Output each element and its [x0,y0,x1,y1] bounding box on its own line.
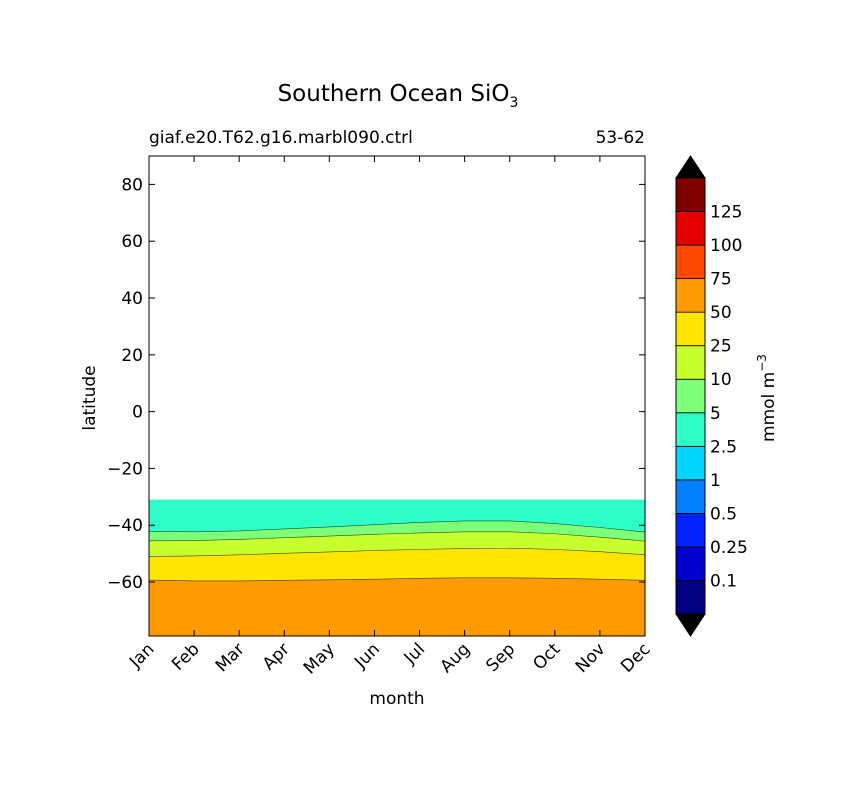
plot-frame [148,155,646,637]
contour-line [148,547,646,557]
chart-title-subscript: 3 [510,95,519,111]
colorbar-tick-label: 1 [710,471,721,491]
contour-band [149,577,645,636]
chart-title-text: Southern Ocean SiO [278,81,510,107]
colorbar-segment [675,177,706,212]
x-tick-label: Nov [572,639,610,677]
colorbar-segment [675,311,706,347]
colorbar-tick-label: 75 [710,270,732,290]
y-axis: 80 60 40 20 0 −20 −40 −60 [107,175,645,593]
colorbar-segment [675,278,706,313]
colorbar-tick-label: 125 [710,203,742,223]
plot-area [148,155,646,637]
colorbar-segment [675,211,706,246]
x-tick-label: May [300,639,339,678]
y-tick-label: 0 [132,403,143,423]
colorbar-extend-high [675,155,706,179]
y-tick-label: 80 [121,175,143,195]
x-tick-label: Jun [350,639,384,673]
x-tick-label: Jul [400,639,429,668]
colorbar-segment [675,512,706,548]
x-tick-label: Oct [529,639,564,674]
colorbar-tick-label: 0.25 [710,538,748,558]
colorbar-tick-label: 0.5 [710,504,737,524]
colorbar-tick-label: 5 [710,404,721,424]
colorbar: 0.1 0.25 0.5 1 2.5 5 10 25 50 75 100 125 [675,155,748,637]
colorbar-segment [675,580,706,615]
chart-title: Southern Ocean SiO3 [278,81,519,111]
year-range-subtitle: 53-62 [596,128,645,148]
y-tick-label: 20 [121,346,143,366]
colorbar-frame [675,177,706,615]
colorbar-segment [675,546,706,581]
contour-line [148,531,646,542]
x-tick-label: Mar [212,639,249,676]
colorbar-segment [675,479,706,514]
colorbar-tick-label: 0.1 [710,571,737,591]
x-tick-label: Dec [617,639,654,676]
colorbar-segment [675,412,706,447]
y-tick-label: −20 [107,459,143,479]
x-axis-label: month [369,689,424,709]
x-tick-label: Jan [125,639,158,672]
colorbar-tick-label: 100 [710,236,742,256]
colorbar-segment [675,445,706,481]
colorbar-extend-low [675,613,706,637]
colorbar-label: mmol m−3 [755,354,779,442]
contour-line [148,520,646,533]
colorbar-label-superscript: −3 [755,354,769,372]
colorbar-label-text: mmol m [759,372,779,442]
y-tick-label: −60 [107,573,143,593]
y-tick-label: −40 [107,516,143,536]
colorbar-segment [675,378,706,414]
colorbar-tick-label: 10 [710,370,732,390]
x-tick-label: Apr [259,639,294,674]
y-axis-label: latitude [80,365,100,430]
run-name-subtitle: giaf.e20.T62.g16.marbl090.ctrl [149,128,413,148]
x-tick-label: Aug [437,639,475,677]
colorbar-tick-label: 25 [710,337,732,357]
colorbar-tick-label: 50 [710,303,732,323]
x-tick-label: Sep [482,639,519,676]
contour-line [148,577,646,582]
colorbar-segment [675,345,706,380]
y-tick-label: 60 [121,232,143,252]
colorbar-tick-label: 2.5 [710,437,737,457]
x-tick-label: Feb [168,639,203,674]
colorbar-segment [675,244,706,280]
y-tick-label: 40 [121,289,143,309]
